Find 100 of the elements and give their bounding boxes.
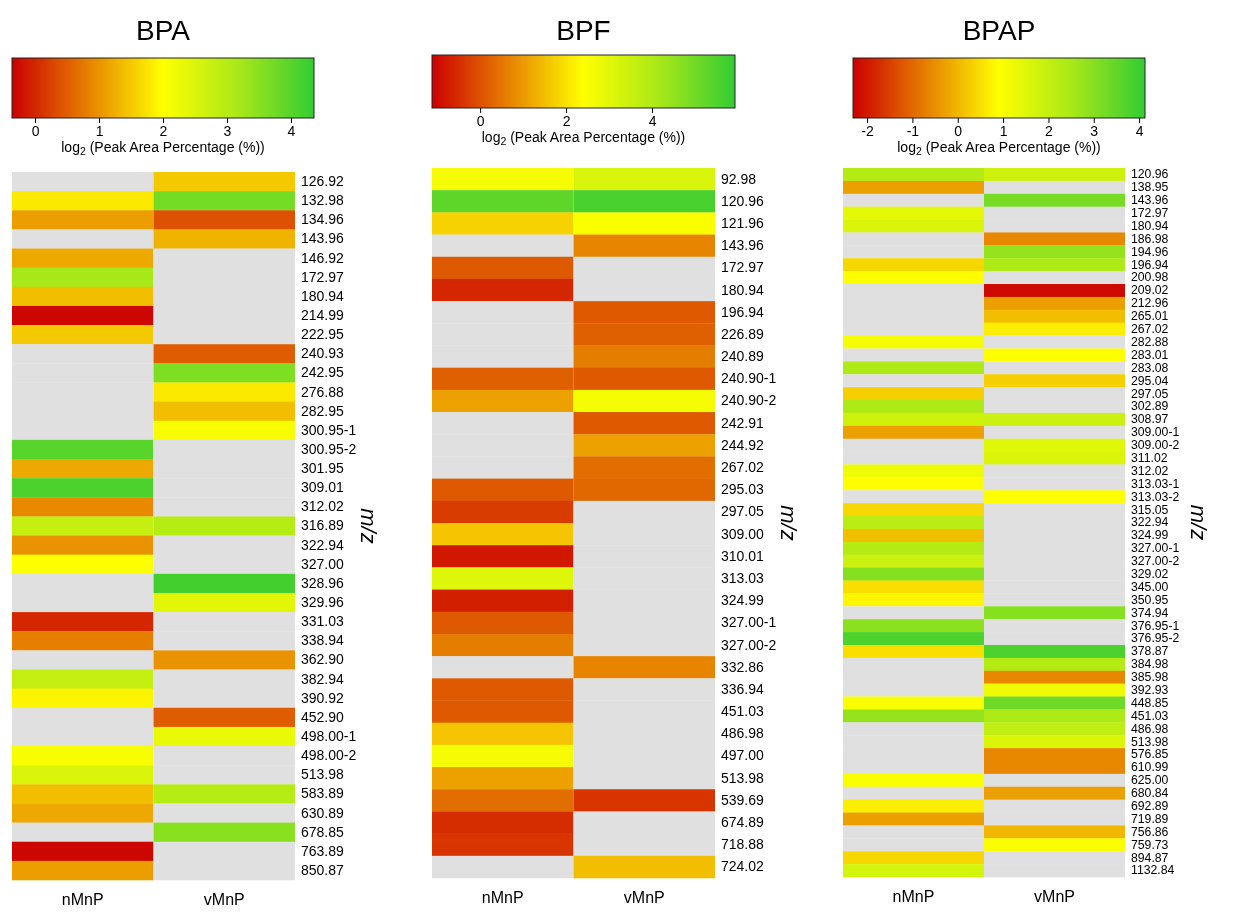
color-bar-label: -1 bbox=[906, 122, 920, 139]
y-axis-title: m/z bbox=[1186, 504, 1211, 541]
y-tick-label: 382.94 bbox=[301, 670, 345, 687]
color-bar-label: 1 bbox=[999, 122, 1008, 139]
y-tick-label: 209.02 bbox=[1131, 283, 1169, 298]
y-tick-label: 513.98 bbox=[1131, 734, 1169, 749]
y-tick-label: 680.84 bbox=[1131, 786, 1169, 801]
y-tick-label: 674.89 bbox=[721, 814, 765, 831]
color-bar-label: 0 bbox=[31, 122, 40, 139]
color-bar-label: 3 bbox=[1090, 122, 1099, 139]
y-tick-label: 196.94 bbox=[1131, 257, 1169, 272]
y-tick-label: 452.90 bbox=[301, 708, 345, 725]
y-tick-label: 301.95 bbox=[301, 460, 345, 477]
y-tick-label: 143.96 bbox=[301, 230, 345, 247]
color-bar-label: -2 bbox=[861, 122, 874, 139]
y-tick-label: 309.01 bbox=[301, 479, 345, 496]
y-tick-label: 242.91 bbox=[721, 414, 765, 431]
y-tick-label: 302.89 bbox=[1131, 399, 1169, 414]
y-tick-label: 300.95-2 bbox=[301, 440, 357, 457]
y-tick-label: 324.99 bbox=[1131, 528, 1169, 543]
y-tick-label: 240.90-1 bbox=[721, 370, 777, 387]
y-tick-label: 630.89 bbox=[301, 804, 345, 821]
y-tick-label: 132.98 bbox=[301, 192, 345, 209]
y-tick-label: 513.98 bbox=[301, 766, 345, 783]
y-tick-label: 327.00-2 bbox=[721, 636, 777, 653]
y-tick-label: 120.96 bbox=[721, 192, 765, 209]
y-tick-label: 451.03 bbox=[721, 703, 765, 720]
y-tick-label: 1132.84 bbox=[1131, 863, 1175, 878]
y-tick-label: 327.00-1 bbox=[1131, 541, 1180, 556]
color-bar-label: 2 bbox=[562, 112, 571, 129]
y-tick-label: 384.98 bbox=[1131, 657, 1169, 672]
y-tick-label: 327.00 bbox=[301, 555, 345, 572]
x-tick-label: vMnP bbox=[623, 889, 665, 907]
y-tick-label: 539.69 bbox=[721, 791, 765, 808]
y-tick-label: 763.89 bbox=[301, 842, 345, 859]
color-bar-label: 4 bbox=[648, 112, 657, 129]
y-axis-title: m/z bbox=[356, 508, 381, 544]
y-tick-label: 498.00-2 bbox=[301, 747, 357, 764]
chart-title: BPA bbox=[136, 15, 191, 46]
color-bar-label: 1 bbox=[95, 122, 104, 139]
y-tick-label: 486.98 bbox=[1131, 721, 1169, 736]
y-tick-label: 180.94 bbox=[721, 281, 765, 298]
y-tick-label: 267.02 bbox=[1131, 322, 1169, 337]
y-tick-label: 376.95-2 bbox=[1131, 631, 1180, 646]
y-tick-label: 121.96 bbox=[721, 214, 765, 231]
y-tick-label: 226.89 bbox=[721, 325, 765, 342]
y-tick-label: 497.00 bbox=[721, 747, 765, 764]
y-tick-label: 313.03 bbox=[721, 569, 765, 586]
y-tick-label: 194.96 bbox=[1131, 244, 1169, 259]
y-tick-label: 172.97 bbox=[721, 259, 765, 276]
y-tick-label: 312.02 bbox=[1131, 463, 1169, 478]
y-tick-label: 894.87 bbox=[1131, 850, 1169, 865]
y-tick-label: 331.03 bbox=[301, 613, 345, 630]
y-tick-label: 338.94 bbox=[301, 632, 345, 649]
chart-title: BPF bbox=[556, 15, 611, 46]
y-tick-label: 719.89 bbox=[1131, 811, 1169, 826]
x-tick-label: nMnP bbox=[61, 891, 104, 909]
y-tick-label: 583.89 bbox=[301, 785, 345, 802]
color-bar-title: log$_{2}$ (Peak Area Percentage (%)) bbox=[897, 139, 1101, 157]
y-tick-label: 242.95 bbox=[301, 364, 345, 381]
y-tick-label: 310.01 bbox=[721, 547, 765, 564]
x-tick-label: nMnP bbox=[481, 889, 524, 907]
y-tick-label: 350.95 bbox=[1131, 592, 1169, 607]
y-tick-label: 312.02 bbox=[301, 498, 345, 515]
y-tick-label: 376.95-1 bbox=[1131, 618, 1180, 633]
y-tick-label: 308.97 bbox=[1131, 412, 1169, 427]
x-tick-label: vMnP bbox=[1034, 888, 1075, 906]
y-tick-label: 313.03-1 bbox=[1131, 476, 1180, 491]
y-tick-label: 196.94 bbox=[721, 303, 765, 320]
y-tick-label: 322.94 bbox=[301, 536, 345, 553]
y-tick-label: 313.03-2 bbox=[1131, 489, 1180, 504]
color-bar-label: 4 bbox=[1135, 122, 1144, 139]
y-tick-label: 316.89 bbox=[301, 517, 345, 534]
color-bar-title: log$_{2}$ (Peak Area Percentage (%)) bbox=[481, 129, 686, 147]
y-tick-label: 126.92 bbox=[301, 173, 345, 190]
y-tick-label: 265.01 bbox=[1131, 309, 1169, 324]
y-tick-label: 678.85 bbox=[301, 823, 345, 840]
y-tick-label: 143.96 bbox=[1131, 193, 1169, 208]
y-tick-label: 309.00-1 bbox=[1131, 425, 1180, 440]
y-axis-title: m/z bbox=[776, 505, 801, 541]
y-tick-label: 498.00-1 bbox=[301, 727, 357, 744]
color-bar-label: 2 bbox=[1045, 122, 1054, 139]
y-tick-label: 295.03 bbox=[721, 481, 765, 498]
color-bar-label: 4 bbox=[287, 122, 296, 139]
y-tick-label: 143.96 bbox=[721, 237, 765, 254]
y-tick-label: 212.96 bbox=[1131, 296, 1169, 311]
color-bar-label: 0 bbox=[476, 112, 485, 129]
chart-title: BPAP bbox=[962, 15, 1036, 46]
y-tick-label: 378.87 bbox=[1131, 644, 1169, 659]
y-tick-label: 329.96 bbox=[301, 594, 345, 611]
y-tick-label: 300.95-1 bbox=[301, 421, 357, 438]
y-tick-label: 240.89 bbox=[721, 348, 765, 365]
y-tick-label: 329.02 bbox=[1131, 566, 1169, 581]
y-tick-label: 240.93 bbox=[301, 345, 345, 362]
y-tick-label: 362.90 bbox=[301, 651, 345, 668]
y-tick-label: 295.04 bbox=[1131, 373, 1169, 388]
y-tick-label: 328.96 bbox=[301, 574, 345, 591]
y-tick-label: 448.85 bbox=[1131, 695, 1169, 710]
y-tick-label: 282.88 bbox=[1131, 334, 1169, 349]
y-tick-label: 172.97 bbox=[301, 268, 345, 285]
